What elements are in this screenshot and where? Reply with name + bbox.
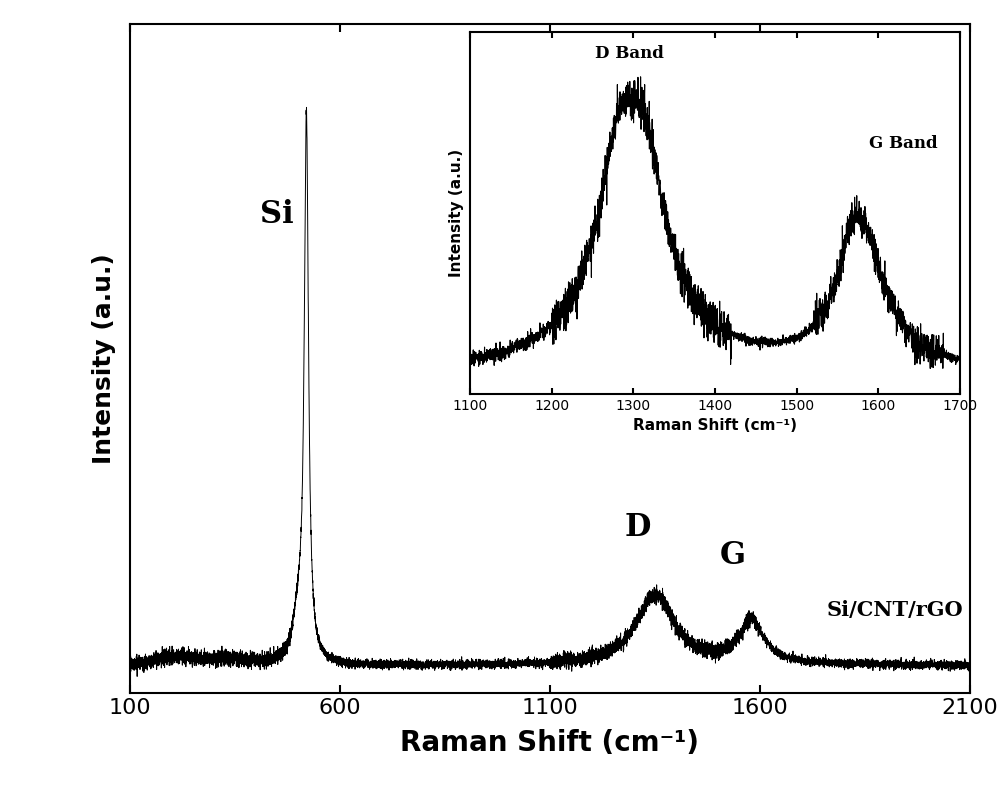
X-axis label: Raman Shift (cm⁻¹): Raman Shift (cm⁻¹) bbox=[400, 730, 700, 757]
Y-axis label: Intensity (a.u.): Intensity (a.u.) bbox=[449, 149, 464, 277]
Text: G Band: G Band bbox=[869, 136, 937, 152]
Text: Si/CNT/rGO: Si/CNT/rGO bbox=[827, 600, 964, 619]
Text: D: D bbox=[625, 511, 651, 543]
Text: G: G bbox=[720, 540, 746, 571]
Text: D Band: D Band bbox=[595, 45, 664, 61]
X-axis label: Raman Shift (cm⁻¹): Raman Shift (cm⁻¹) bbox=[633, 418, 797, 433]
Y-axis label: Intensity (a.u.): Intensity (a.u.) bbox=[92, 253, 116, 464]
Text: Si: Si bbox=[260, 199, 294, 230]
